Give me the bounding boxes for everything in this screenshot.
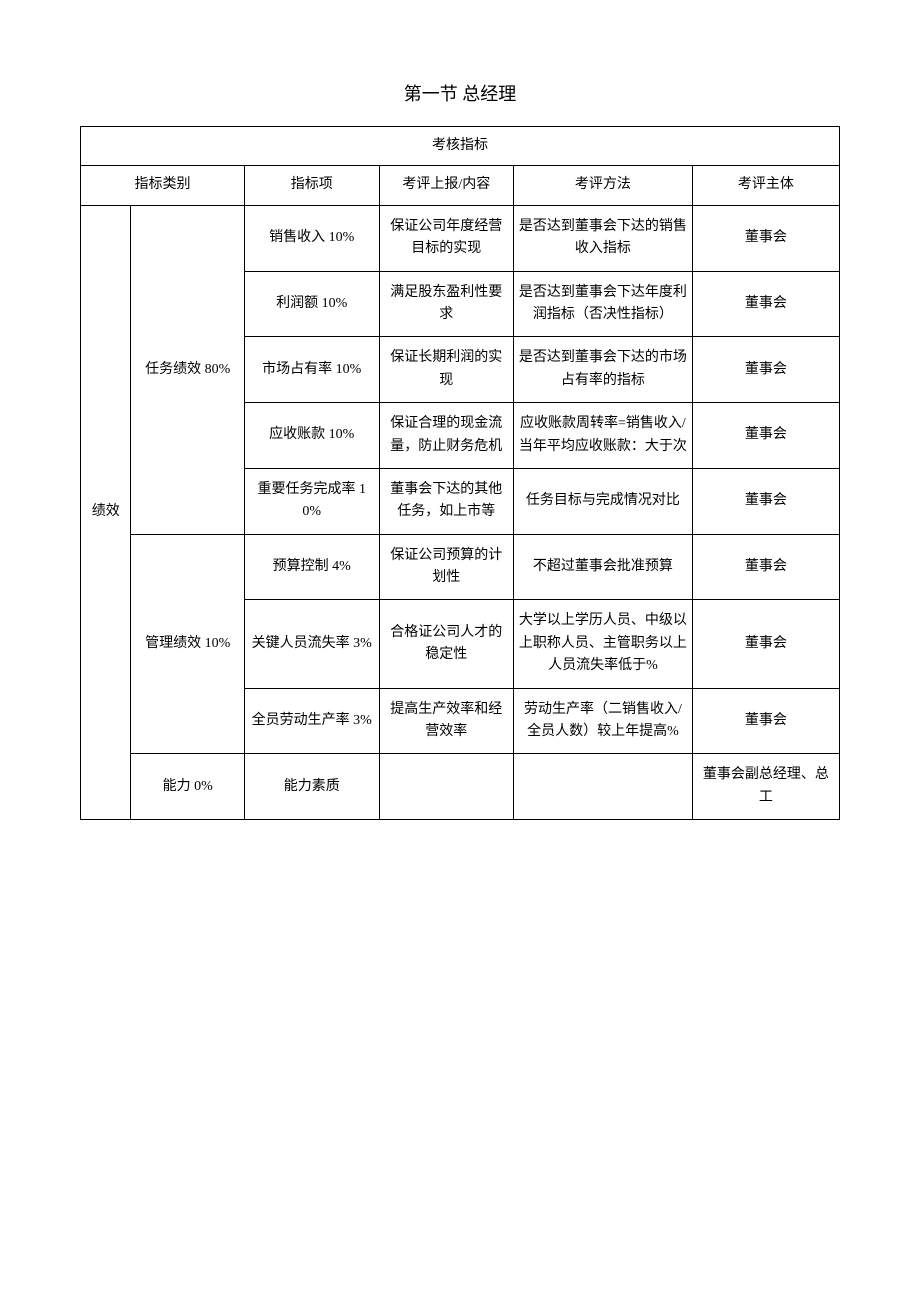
cell-subject: 董事会 [692, 688, 839, 754]
cell-subject: 董事会 [692, 534, 839, 600]
cell-subject: 董事会 [692, 468, 839, 534]
cell-method: 是否达到董事会下达的销售收入指标 [514, 205, 693, 271]
cell-method [514, 754, 693, 820]
table-header-top: 考核指标 [81, 127, 840, 166]
cell-subject: 董事会 [692, 271, 839, 337]
cell-content: 保证公司预算的计划性 [379, 534, 514, 600]
cell-method: 不超过董事会批准预算 [514, 534, 693, 600]
header-subject: 考评主体 [692, 166, 839, 205]
cell-content: 保证公司年度经营目标的实现 [379, 205, 514, 271]
header-top-cell: 考核指标 [81, 127, 840, 166]
subgroup-ability: 能力 0% [131, 754, 245, 820]
cell-method: 是否达到董事会下达的市场占有率的指标 [514, 337, 693, 403]
cell-item: 关键人员流失率 3% [244, 600, 379, 688]
cell-content [379, 754, 514, 820]
page-title: 第一节 总经理 [80, 80, 840, 106]
cell-content: 保证合理的现金流量，防止财务危机 [379, 403, 514, 469]
header-category: 指标类别 [81, 166, 245, 205]
table-header: 指标类别 指标项 考评上报/内容 考评方法 考评主体 [81, 166, 840, 205]
cell-content: 保证长期利润的实现 [379, 337, 514, 403]
cell-content: 董事会下达的其他任务，如上市等 [379, 468, 514, 534]
cell-method: 应收账款周转率=销售收入/当年平均应收账款：大于次 [514, 403, 693, 469]
cell-item: 预算控制 4% [244, 534, 379, 600]
cell-item: 销售收入 10% [244, 205, 379, 271]
cell-subject: 董事会 [692, 600, 839, 688]
cell-item: 全员劳动生产率 3% [244, 688, 379, 754]
cell-content: 提高生产效率和经营效率 [379, 688, 514, 754]
subgroup-mgmt: 管理绩效 10% [131, 534, 245, 754]
assessment-table: 考核指标 指标类别 指标项 考评上报/内容 考评方法 考评主体 绩效 任务绩效 … [80, 126, 840, 820]
cell-subject: 董事会副总经理、总工 [692, 754, 839, 820]
cell-item: 利润额 10% [244, 271, 379, 337]
cell-item: 应收账款 10% [244, 403, 379, 469]
cell-item: 重要任务完成率 10% [244, 468, 379, 534]
table-row: 管理绩效 10% 预算控制 4% 保证公司预算的计划性 不超过董事会批准预算 董… [81, 534, 840, 600]
table-row: 能力 0% 能力素质 董事会副总经理、总工 [81, 754, 840, 820]
cell-method: 大学以上学历人员、中级以上职称人员、主管职务以上人员流失率低于% [514, 600, 693, 688]
cell-method: 是否达到董事会下达年度利润指标（否决性指标） [514, 271, 693, 337]
header-content: 考评上报/内容 [379, 166, 514, 205]
subgroup-task: 任务绩效 80% [131, 205, 245, 534]
cell-method: 劳动生产率（二销售收入/全员人数）较上年提高% [514, 688, 693, 754]
cell-content: 合格证公司人才的稳定性 [379, 600, 514, 688]
table-row: 绩效 任务绩效 80% 销售收入 10% 保证公司年度经营目标的实现 是否达到董… [81, 205, 840, 271]
cell-subject: 董事会 [692, 403, 839, 469]
cell-item: 市场占有率 10% [244, 337, 379, 403]
header-method: 考评方法 [514, 166, 693, 205]
cell-method: 任务目标与完成情况对比 [514, 468, 693, 534]
header-item: 指标项 [244, 166, 379, 205]
group-performance: 绩效 [81, 205, 131, 819]
cell-subject: 董事会 [692, 205, 839, 271]
cell-item: 能力素质 [244, 754, 379, 820]
cell-content: 满足股东盈利性要求 [379, 271, 514, 337]
cell-subject: 董事会 [692, 337, 839, 403]
